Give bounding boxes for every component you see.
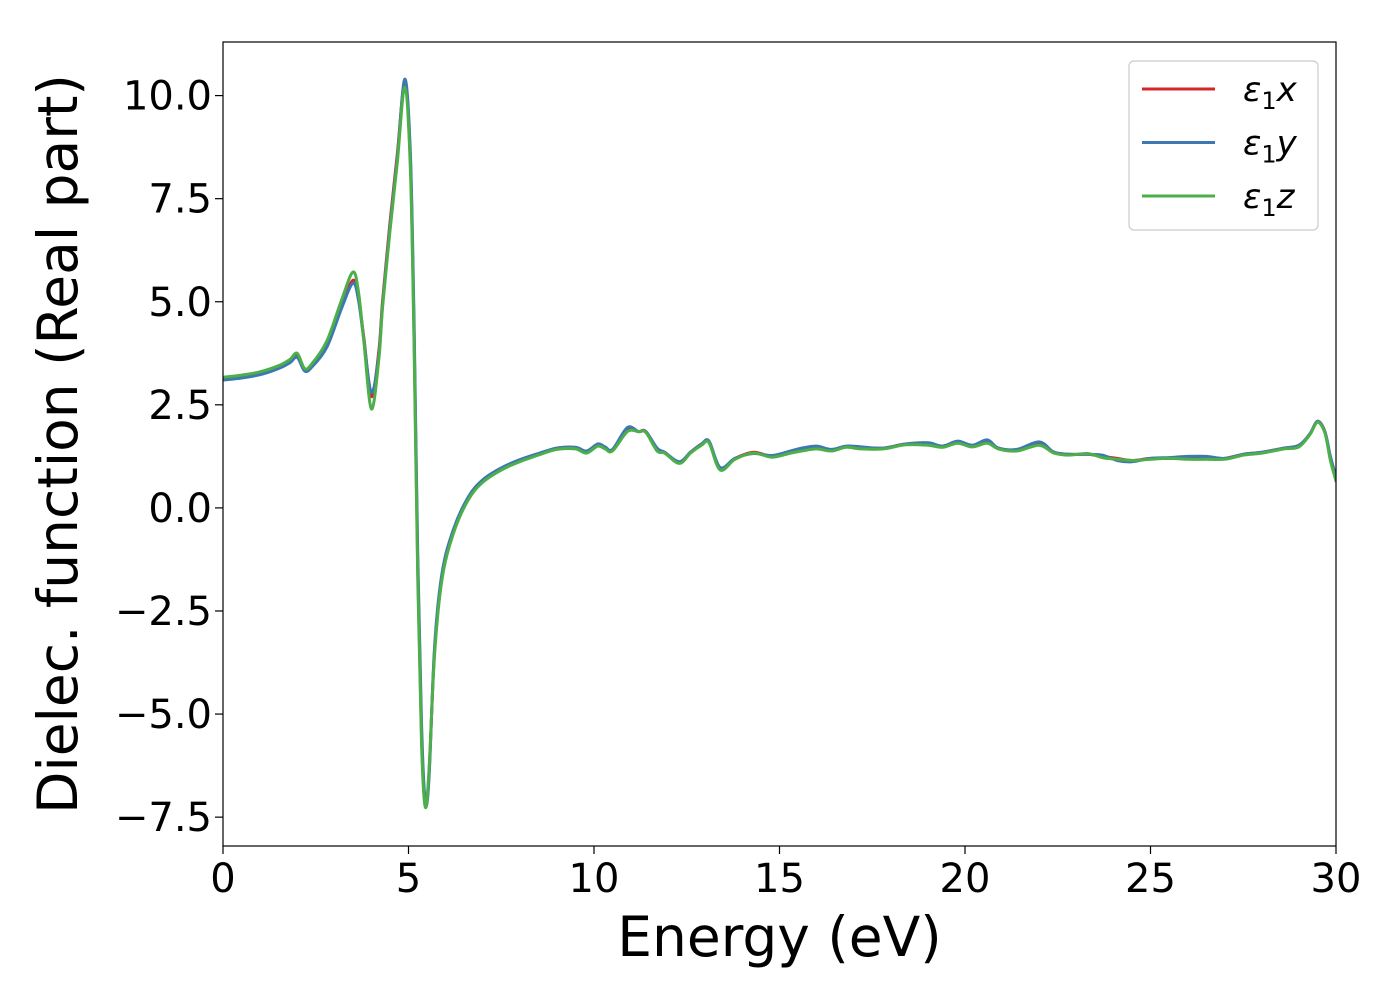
- x-axis-label: Energy (eV): [617, 905, 941, 969]
- y-tick-label: 7.5: [148, 177, 212, 223]
- legend-subscript: 1: [1261, 141, 1276, 169]
- legend-label: ε1y: [1243, 124, 1298, 169]
- y-tick-label: −7.5: [115, 795, 212, 841]
- y-tick-label: −2.5: [115, 589, 212, 635]
- legend-subscript: 1: [1261, 87, 1276, 115]
- x-tick-label: 25: [1125, 856, 1176, 902]
- series-lines: [223, 77, 1336, 810]
- x-tick-label: 10: [569, 856, 620, 902]
- series-line-z: [223, 85, 1336, 810]
- x-axis: 0 5 10 15 20 25 30: [210, 846, 1361, 902]
- y-tick-label: 2.5: [148, 383, 212, 429]
- x-tick-label: 20: [940, 856, 991, 902]
- legend-variable: z: [1276, 177, 1296, 217]
- legend-symbol: ε: [1243, 124, 1261, 164]
- y-tick-label: −5.0: [115, 692, 212, 738]
- legend-box: [1128, 60, 1319, 231]
- y-tick-label: 10.0: [123, 74, 212, 120]
- x-tick-label: 15: [754, 856, 805, 902]
- x-tick-label: 5: [396, 856, 421, 902]
- legend-symbol: ε: [1243, 177, 1261, 217]
- legend-item-x: ε1x: [1142, 70, 1298, 115]
- legend-label: ε1x: [1243, 70, 1298, 115]
- legend-item-y: ε1y: [1142, 124, 1298, 169]
- x-tick-label: 0: [210, 856, 235, 902]
- y-tick-label: 5.0: [148, 280, 212, 326]
- legend-variable: y: [1276, 124, 1298, 164]
- legend-variable: x: [1276, 70, 1298, 110]
- legend-subscript: 1: [1261, 194, 1276, 222]
- x-tick-label: 30: [1311, 856, 1362, 902]
- legend-label: ε1z: [1243, 177, 1296, 222]
- y-axis: −7.5 −5.0 −2.5 0.0 2.5 5.0 7.5 10.0: [115, 74, 223, 841]
- legend-item-z: ε1z: [1142, 177, 1296, 222]
- legend-symbol: ε: [1243, 70, 1261, 110]
- y-axis-label: Dielec. function (Real part): [26, 74, 90, 814]
- y-tick-label: 0.0: [148, 486, 212, 532]
